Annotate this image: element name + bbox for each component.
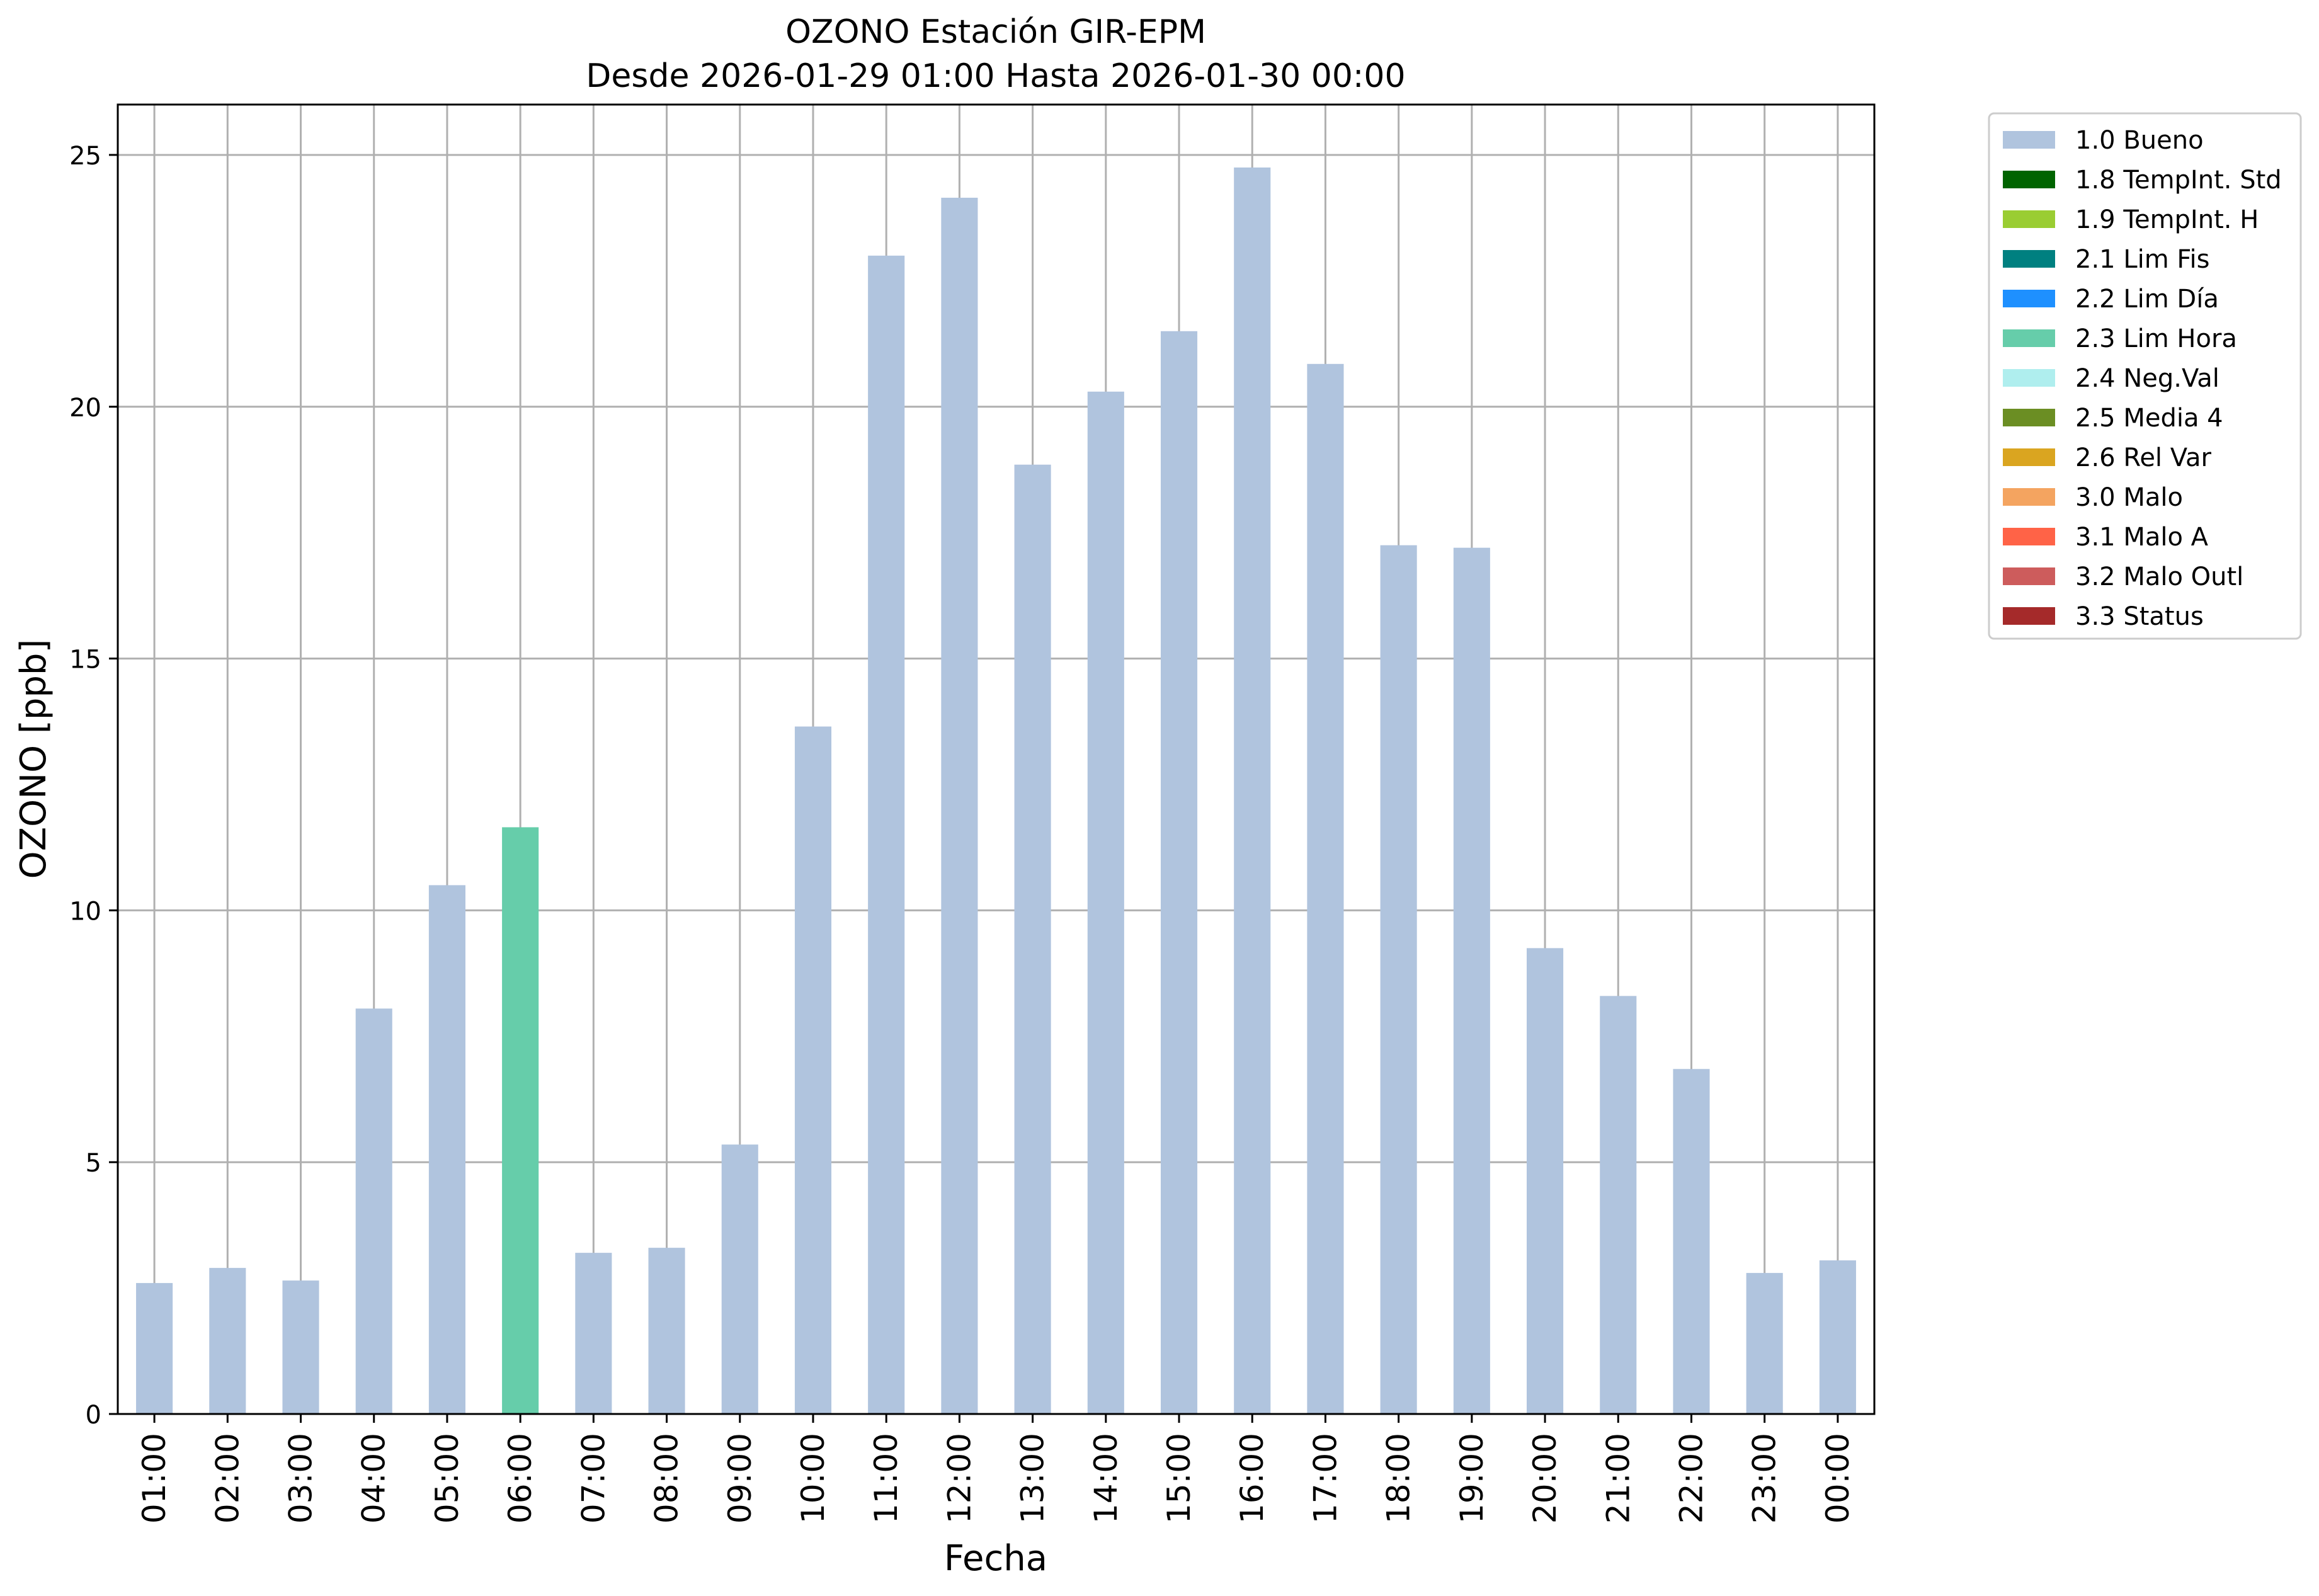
x-tick-label: 17:00	[1307, 1433, 1343, 1524]
legend-label: 3.0 Malo	[2075, 483, 2183, 512]
bar-0500	[428, 885, 465, 1414]
bar-0700	[575, 1253, 612, 1414]
legend-label: 2.2 Lim Día	[2075, 285, 2219, 314]
bar-1800	[1380, 545, 1417, 1414]
legend-swatch	[2003, 409, 2055, 426]
bars	[136, 167, 1856, 1415]
x-tick-label: 19:00	[1454, 1433, 1490, 1524]
x-tick-label: 21:00	[1600, 1433, 1636, 1524]
x-tick-label: 22:00	[1673, 1433, 1709, 1524]
x-tick-label: 00:00	[1820, 1433, 1856, 1524]
bar-1300	[1014, 464, 1051, 1414]
legend-swatch	[2003, 210, 2055, 228]
bar-0800	[648, 1248, 685, 1414]
bar-2100	[1600, 996, 1637, 1414]
legend-label: 1.0 Bueno	[2075, 126, 2204, 155]
plot-frame	[117, 103, 1876, 1415]
x-tick-label: 01:00	[136, 1433, 173, 1524]
y-axis-ticks: 0 5 10 15 20 25	[69, 142, 118, 1430]
bar-1200	[941, 197, 978, 1414]
x-tick-label: 05:00	[429, 1433, 465, 1524]
x-tick-label: 04:00	[356, 1433, 392, 1524]
legend-label: 2.5 Media 4	[2075, 404, 2223, 433]
legend-swatch	[2003, 607, 2055, 625]
legend-swatch	[2003, 290, 2055, 307]
x-tick-label: 10:00	[795, 1433, 831, 1524]
legend-label: 2.1 Lim Fis	[2075, 245, 2209, 274]
x-tick-label: 09:00	[722, 1433, 758, 1524]
x-axis-ticks: 01:00 02:00 03:00 04:00 05:00 06:00 07:00 08:00…	[136, 1414, 1856, 1524]
bar-0600	[502, 827, 539, 1414]
bar-1900	[1453, 547, 1490, 1414]
legend-swatch	[2003, 369, 2055, 387]
bar-1400	[1087, 391, 1124, 1414]
y-tick-label: 15	[69, 646, 101, 675]
x-tick-label: 02:00	[209, 1433, 246, 1524]
bar-0100	[136, 1283, 173, 1414]
bar-0300	[282, 1280, 319, 1414]
x-tick-label: 13:00	[1015, 1433, 1051, 1524]
legend-swatch	[2003, 448, 2055, 466]
chart-title-line-2: Desde 2026-01-29 01:00 Hasta 2026-01-30 …	[586, 57, 1405, 95]
y-tick-label: 10	[69, 897, 101, 926]
legend-swatch	[2003, 250, 2055, 268]
legend-swatch	[2003, 528, 2055, 545]
chart-title-line-1: OZONO Estación GIR-EPM	[785, 13, 1206, 51]
legend-label: 1.8 TempInt. Std	[2075, 166, 2282, 195]
y-tick-label: 25	[69, 142, 101, 171]
y-tick-label: 5	[86, 1149, 101, 1178]
y-axis-label: OZONO [ppb]	[13, 639, 54, 879]
bar-2200	[1673, 1069, 1710, 1414]
bar-0200	[209, 1268, 246, 1414]
bar-1700	[1307, 363, 1344, 1414]
legend-swatch	[2003, 567, 2055, 585]
x-tick-label: 18:00	[1381, 1433, 1417, 1524]
x-tick-label: 20:00	[1527, 1433, 1563, 1524]
legend-frame	[1988, 112, 2302, 640]
x-tick-label: 08:00	[649, 1433, 685, 1524]
x-tick-label: 16:00	[1234, 1433, 1270, 1524]
x-tick-label: 06:00	[502, 1433, 538, 1524]
legend-label: 3.3 Status	[2075, 602, 2204, 631]
legend-label: 3.2 Malo Outl	[2075, 562, 2243, 591]
x-axis-label: Fecha	[944, 1538, 1047, 1579]
legend-label: 2.3 Lim Hora	[2075, 324, 2237, 353]
bar-1500	[1160, 331, 1198, 1414]
x-tick-label: 11:00	[868, 1433, 904, 1524]
legend-label: 2.4 Neg.Val	[2075, 364, 2219, 393]
x-tick-label: 07:00	[575, 1433, 612, 1524]
legend-label: 1.9 TempInt. H	[2075, 205, 2259, 234]
legend: 1.0 Bueno 1.8 TempInt. Std 1.9 TempInt. H 2…	[1988, 112, 2302, 640]
legend-label: 3.1 Malo A	[2075, 523, 2209, 552]
legend-swatch	[2003, 171, 2055, 188]
legend-swatch	[2003, 329, 2055, 347]
x-tick-label: 03:00	[283, 1433, 319, 1524]
x-tick-label: 15:00	[1161, 1433, 1197, 1524]
legend-label: 2.6 Rel Var	[2075, 443, 2212, 472]
bar-2000	[1527, 948, 1564, 1414]
bar-1100	[868, 255, 905, 1414]
y-tick-label: 20	[69, 394, 101, 423]
y-tick-label: 0	[86, 1401, 101, 1430]
bar-0900	[721, 1144, 758, 1414]
legend-swatch	[2003, 488, 2055, 506]
bar-1600	[1234, 167, 1271, 1415]
bar-1000	[794, 726, 832, 1414]
bar-2300	[1746, 1273, 1783, 1414]
x-tick-label: 14:00	[1088, 1433, 1124, 1524]
legend-swatch	[2003, 131, 2055, 149]
bar-0400	[355, 1008, 392, 1414]
bar-0000	[1819, 1260, 1856, 1414]
x-tick-label: 12:00	[941, 1433, 977, 1524]
x-tick-label: 23:00	[1746, 1433, 1783, 1524]
